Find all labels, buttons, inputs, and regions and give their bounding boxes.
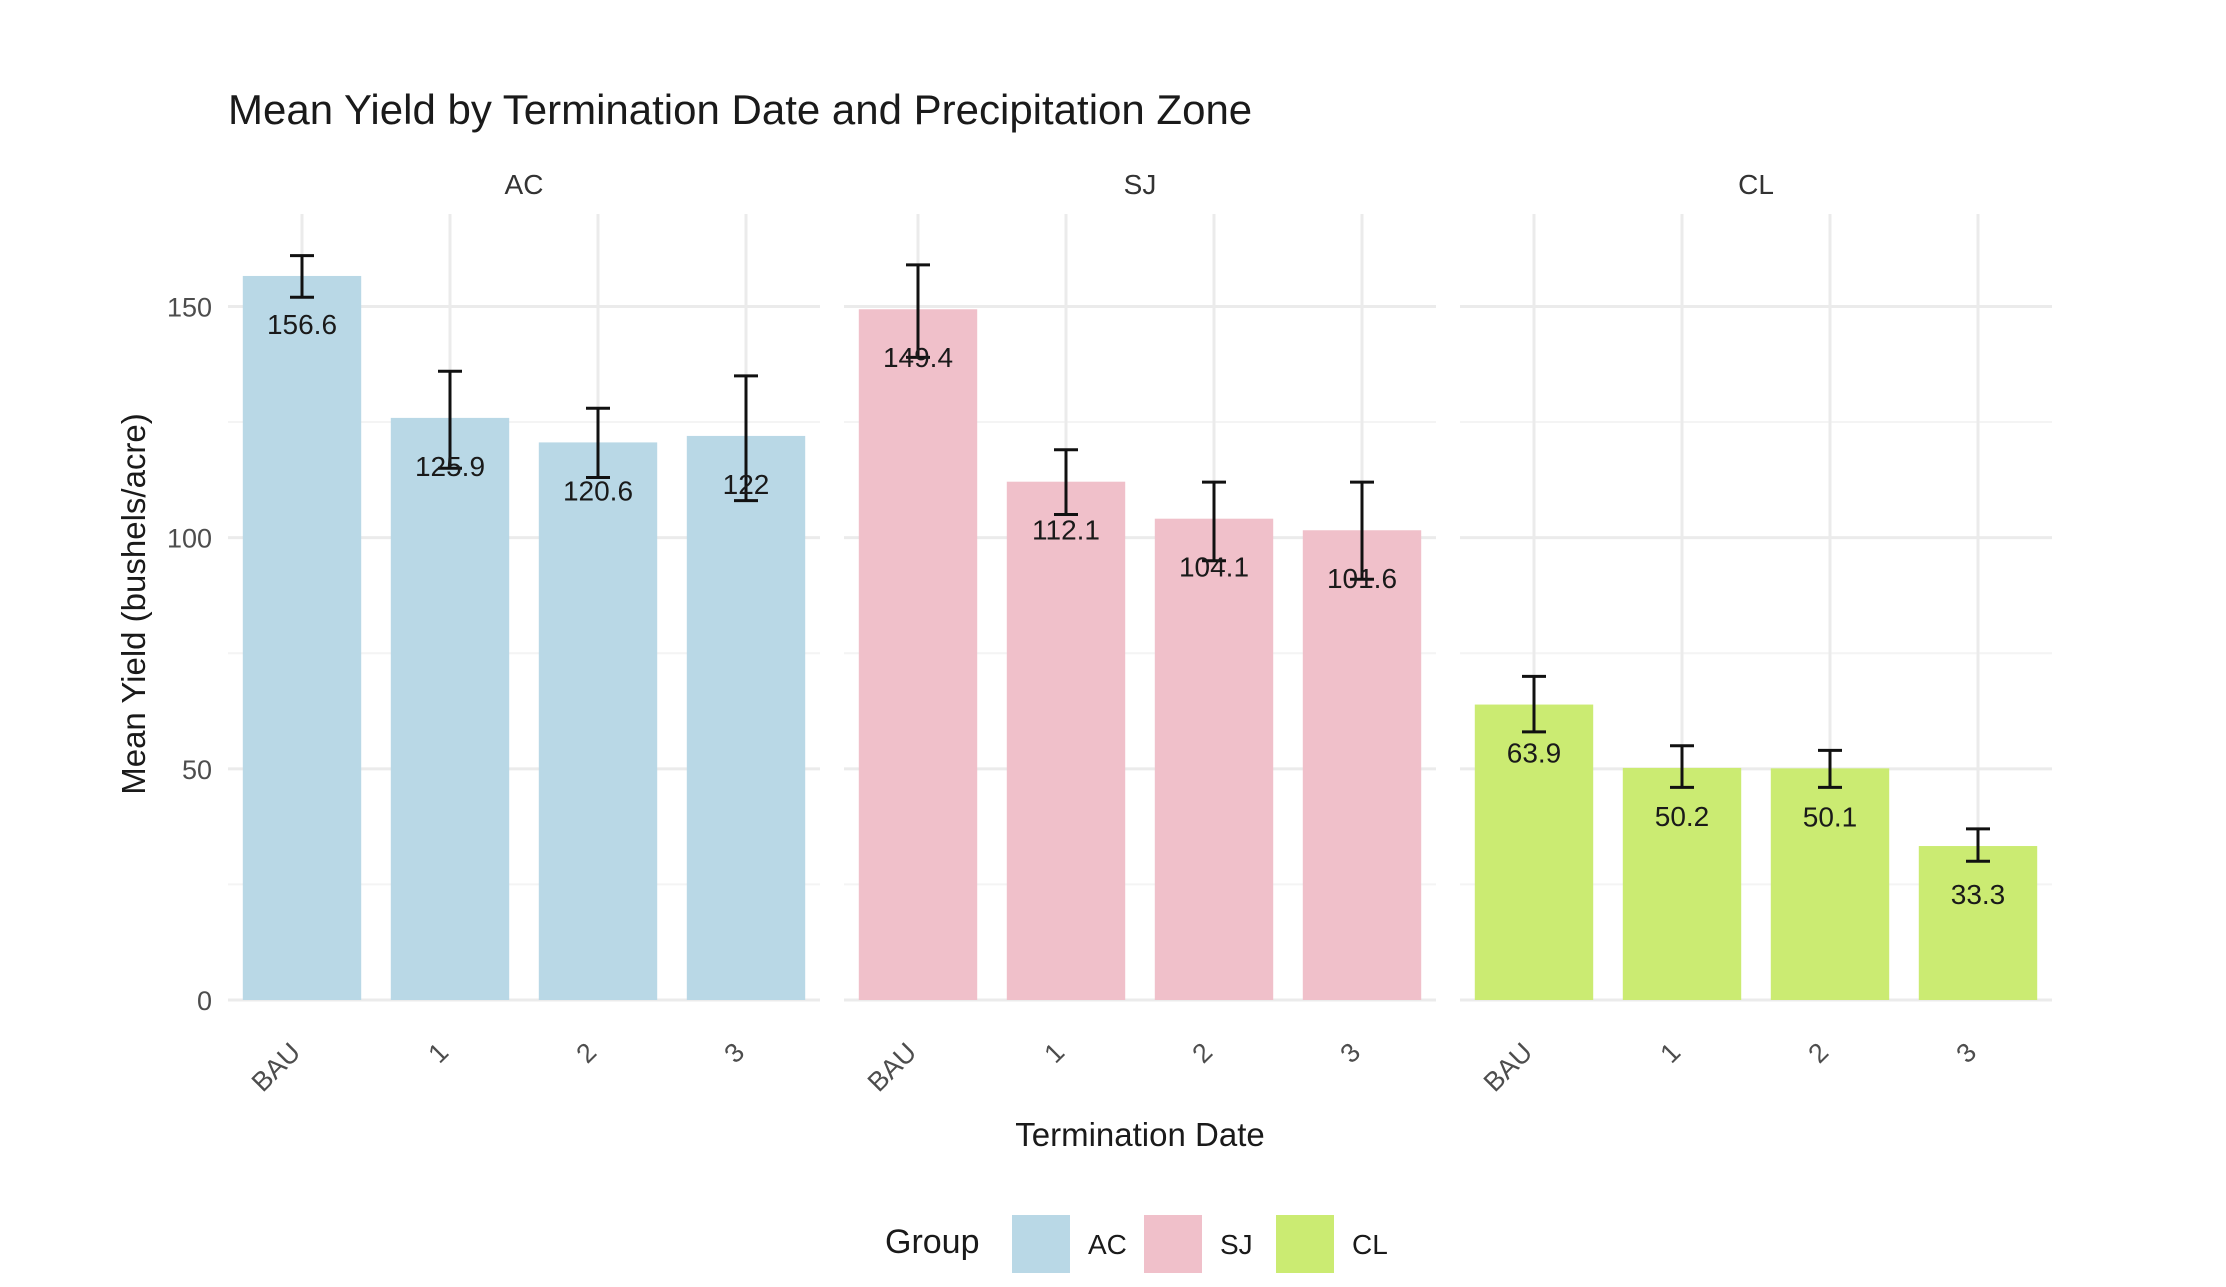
y-tick-label: 0 (197, 986, 212, 1016)
data-label: 120.6 (563, 475, 633, 506)
bar-sj-2 (1154, 518, 1274, 1000)
legend-label-sj: SJ (1220, 1229, 1253, 1260)
legend-label-cl: CL (1352, 1229, 1388, 1260)
data-label: 122 (723, 469, 770, 500)
data-label: 63.9 (1507, 738, 1562, 769)
facet-label-cl: CL (1738, 169, 1774, 200)
data-label: 104.1 (1179, 552, 1249, 583)
data-label: 50.1 (1803, 801, 1858, 832)
facet-panels: AC156.6BAU125.91120.621223SJ149.4BAU112.… (228, 169, 2052, 1098)
chart-title: Mean Yield by Termination Date and Preci… (228, 86, 1252, 133)
x-tick-label: 1 (1038, 1037, 1070, 1069)
data-label: 33.3 (1951, 879, 2006, 910)
y-tick-label: 50 (182, 755, 212, 785)
legend-title: Group (885, 1223, 980, 1261)
legend-swatch-cl (1276, 1215, 1334, 1273)
x-tick-label: 2 (570, 1037, 602, 1069)
y-axis-label: Mean Yield (bushels/acre) (115, 413, 152, 795)
x-tick-label: 3 (718, 1037, 750, 1069)
bar-cl-1 (1622, 767, 1742, 1000)
x-tick-label: 1 (1654, 1037, 1686, 1069)
legend-swatch-sj (1144, 1215, 1202, 1273)
bar-cl-3 (1918, 846, 2038, 1000)
x-tick-label: BAU (862, 1037, 922, 1097)
y-tick-label: 100 (167, 524, 212, 554)
bar-sj-3 (1302, 530, 1422, 1000)
bar-sj-bau (858, 309, 978, 1000)
legend-label-ac: AC (1088, 1229, 1127, 1260)
x-tick-label: 1 (422, 1037, 454, 1069)
data-label: 101.6 (1327, 563, 1397, 594)
facet-panel-ac: AC 156.6 BAU 125.9 1 120.6 2 122 3 (228, 169, 820, 1098)
bar-cl-2 (1770, 768, 1890, 1000)
x-tick-label: 3 (1334, 1037, 1366, 1069)
x-tick-label: BAU (1478, 1037, 1538, 1097)
x-tick-label: 2 (1186, 1037, 1218, 1069)
bar-ac-bau (242, 275, 362, 1000)
legend-swatch-ac (1012, 1215, 1070, 1273)
data-label: 156.6 (267, 309, 337, 340)
y-axis-ticks: 0 50 100 150 (167, 292, 212, 1016)
data-label: 125.9 (415, 451, 485, 482)
bar-ac-2 (538, 442, 658, 1000)
y-tick-label: 150 (167, 292, 212, 322)
data-label: 149.4 (883, 342, 953, 373)
x-tick-label: BAU (246, 1037, 306, 1097)
bar-ac-1 (390, 417, 510, 1000)
data-label: 50.2 (1655, 801, 1710, 832)
x-axis-label: Termination Date (1015, 1116, 1264, 1153)
bar-sj-1 (1006, 481, 1126, 1000)
legend: Group AC SJ CL (885, 1215, 1388, 1273)
bar-cl-bau (1474, 704, 1594, 1000)
facet-panel-cl: CL 63.9 BAU 50.2 1 50.1 2 33.3 3 (1460, 169, 2052, 1098)
facet-label-sj: SJ (1124, 169, 1157, 200)
x-tick-label: 2 (1802, 1037, 1834, 1069)
facet-panel-sj: SJ 149.4 BAU 112.1 1 104.1 2 101.6 3 (844, 169, 1436, 1098)
facet-label-ac: AC (505, 169, 544, 200)
legend-items: AC SJ CL (1012, 1215, 1388, 1273)
data-label: 112.1 (1032, 515, 1100, 546)
bar-ac-3 (686, 435, 806, 1000)
x-tick-label: 3 (1950, 1037, 1982, 1069)
